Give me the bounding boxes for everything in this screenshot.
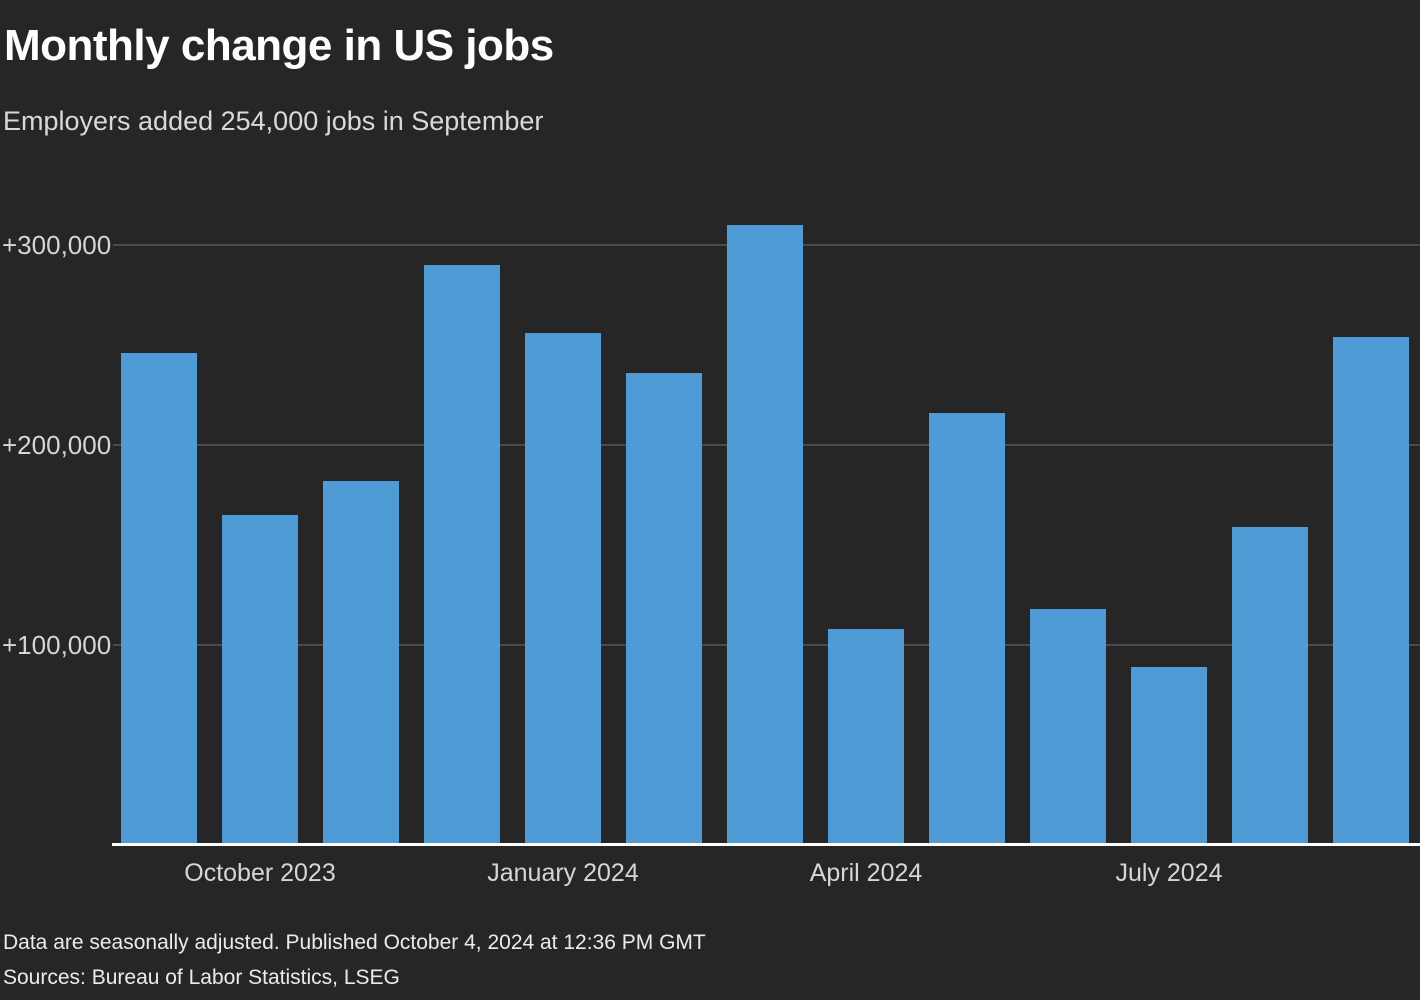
x-axis-tick-label: April 2024 (809, 859, 923, 887)
bar-nov-2023 (323, 481, 399, 843)
x-axis-tick-label: January 2024 (487, 859, 639, 887)
chart-sources: Sources: Bureau of Labor Statistics, LSE… (3, 966, 400, 989)
chart-subtitle: Employers added 254,000 jobs in Septembe… (3, 106, 544, 136)
x-axis-tick-label: October 2023 (184, 859, 336, 887)
bar-may-2024 (929, 413, 1005, 843)
bar-aug-2024 (1232, 527, 1308, 843)
bar-sep-2024 (1333, 337, 1409, 843)
bar-jan-2024 (525, 333, 601, 843)
chart-title: Monthly change in US jobs (4, 21, 554, 70)
x-axis-tick-label: July 2024 (1115, 859, 1223, 887)
bar-jul-2024 (1131, 667, 1207, 843)
bar-oct-2023 (222, 515, 298, 843)
bar-feb-2024 (626, 373, 702, 843)
bar-dec-2023 (424, 265, 500, 843)
bar-mar-2024 (727, 225, 803, 843)
x-axis-baseline (112, 843, 1420, 846)
chart-footnote: Data are seasonally adjusted. Published … (3, 931, 706, 954)
y-axis-tick-label: +300,000 (2, 230, 112, 260)
bar-jun-2024 (1030, 609, 1106, 843)
y-axis-tick-label: +100,000 (2, 630, 112, 660)
bar-sep-2023 (121, 353, 197, 843)
bar-apr-2024 (828, 629, 904, 843)
y-axis-tick-label: +200,000 (2, 430, 112, 460)
